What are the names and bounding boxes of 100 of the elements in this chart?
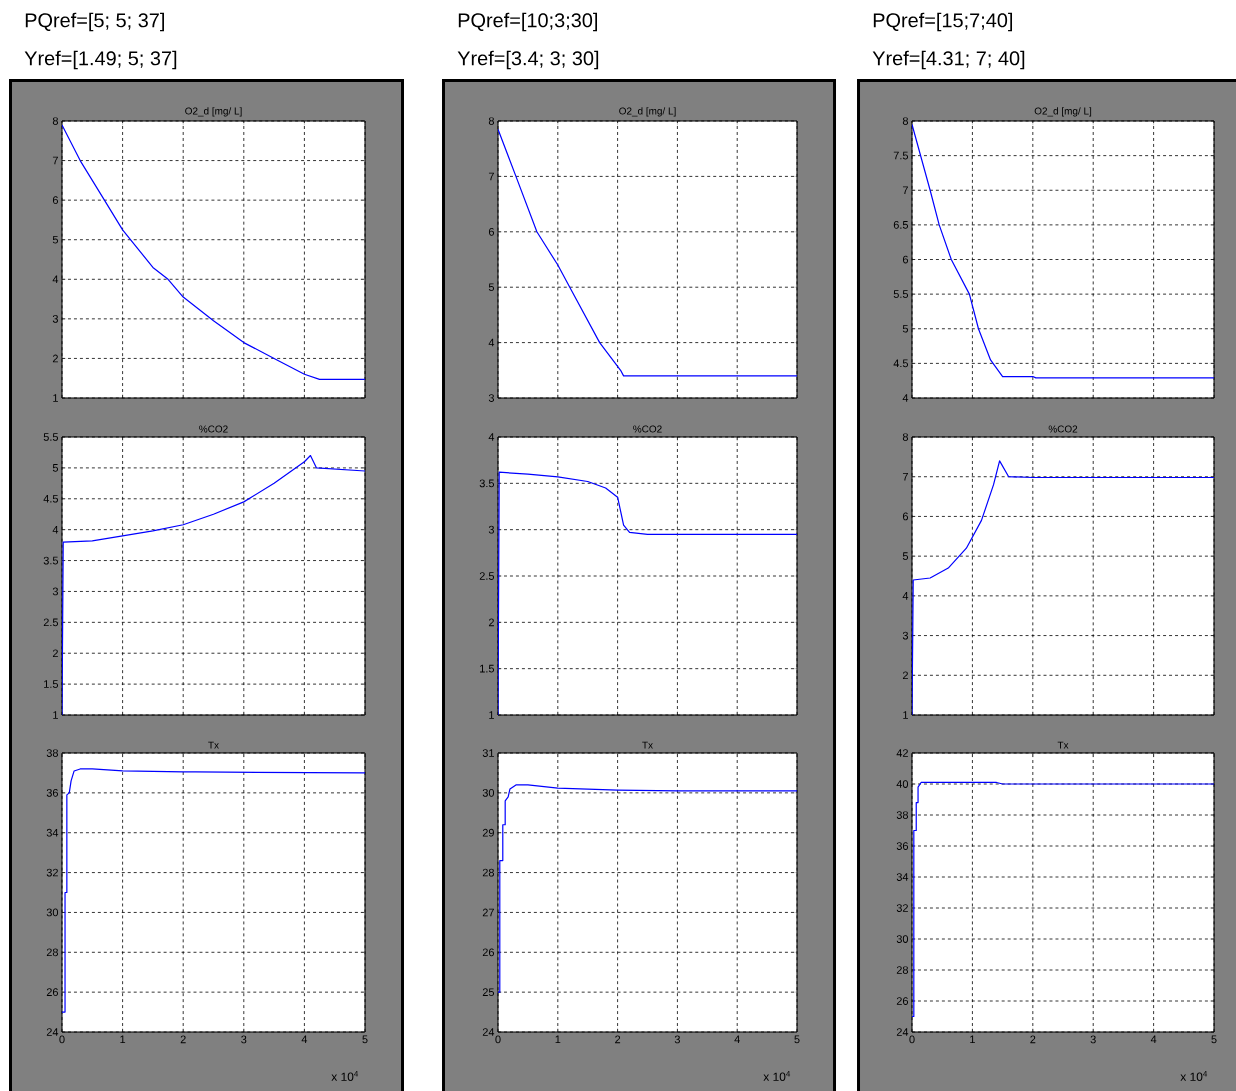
y-tick-label: 6: [902, 255, 909, 264]
y-tick-label: 8: [488, 117, 494, 125]
y-tick-label: 24: [482, 1028, 495, 1036]
text: x 10$^{4}$: [763, 1071, 791, 1081]
y-tick-label: 38: [46, 749, 58, 757]
chart-title: %CO2: [199, 425, 228, 433]
x-tick-label: 0: [909, 1035, 915, 1044]
y-tick-label: 30: [482, 789, 495, 797]
y-tick-label: 2: [52, 354, 58, 363]
y-tick-label: 4: [52, 275, 59, 284]
text: Yref=[3.4; 3; 30]: [457, 50, 599, 70]
y-tick-label: 40: [896, 780, 909, 788]
y-tick-label: 6: [902, 512, 909, 521]
y-tick-label: 8: [902, 117, 909, 125]
x-tick-label: 4: [734, 1035, 740, 1044]
y-tick-label: 4: [488, 338, 495, 347]
text: x 10$^{4}$: [1180, 1071, 1208, 1081]
y-tick-label: 3: [52, 587, 58, 596]
y-tick-label: 6: [52, 196, 58, 205]
chart-title: Tx: [208, 741, 219, 749]
text: x 10$^{4}$: [331, 1071, 359, 1081]
y-tick-label: 5: [52, 235, 59, 244]
x-tick-label: 5: [794, 1035, 800, 1044]
y-tick-label: 32: [46, 868, 58, 877]
y-tick-label: 1.5: [480, 664, 495, 673]
y-tick-label: 24: [896, 1028, 909, 1036]
y-tick-label: 2: [52, 649, 58, 658]
y-tick-label: 5: [902, 324, 909, 333]
y-tick-label: 3: [488, 394, 494, 402]
x-tick-label: 1: [120, 1035, 126, 1044]
y-tick-label: 36: [896, 842, 908, 850]
y-tick-label: 1: [903, 711, 908, 719]
y-tick-label: 1: [53, 711, 58, 719]
line-series: [912, 781, 1215, 1018]
y-tick-label: 3: [52, 314, 58, 323]
y-tick-label: 28: [896, 966, 908, 974]
y-tick-label: 2: [902, 671, 908, 680]
y-tick-label: 29: [482, 828, 494, 837]
y-tick-label: 27: [482, 908, 494, 917]
y-tick-label: 2.5: [43, 618, 59, 627]
y-tick-label: 3.5: [479, 479, 495, 488]
x-tick-label: 2: [180, 1035, 186, 1044]
y-tick-label: 38: [896, 811, 908, 819]
y-tick-label: 7: [902, 472, 908, 481]
chart-title: O2_d [mg/ L]: [1034, 107, 1092, 117]
y-tick-label: 7: [52, 156, 58, 165]
y-tick-label: 3.5: [43, 556, 59, 565]
line-series: [912, 123, 1215, 379]
chart-title: O2_d [mg/ L]: [185, 107, 242, 117]
x-tick-label: 3: [241, 1035, 247, 1044]
y-tick-label: 8: [52, 117, 58, 125]
chart-title: Tx: [1057, 741, 1069, 749]
line-series: [498, 784, 798, 993]
line-series: [498, 128, 798, 377]
y-tick-label: 4.5: [893, 359, 909, 368]
x-tick-label: 1: [970, 1035, 975, 1044]
y-tick-label: 26: [46, 988, 58, 997]
y-tick-label: 7: [488, 172, 494, 181]
y-tick-label: 5: [902, 552, 909, 560]
y-tick-label: 26: [896, 997, 908, 1005]
x-tick-label: 0: [59, 1035, 65, 1044]
chart-title: %CO2: [633, 425, 662, 433]
y-tick-label: 24: [46, 1028, 59, 1036]
x-tick-label: 5: [1211, 1035, 1217, 1044]
y-tick-label: 3: [902, 631, 909, 640]
y-tick-label: 28: [46, 948, 58, 957]
y-tick-label: 25: [482, 988, 495, 997]
text: Yref=[4.31; 7; 40]: [872, 50, 1025, 70]
y-tick-label: 26: [482, 948, 494, 957]
y-tick-label: 32: [896, 904, 908, 912]
y-tick-label: 6: [488, 227, 494, 236]
y-tick-label: 2.5: [479, 572, 495, 580]
chart-title: %CO2: [1048, 425, 1078, 433]
y-tick-label: 1.5: [44, 680, 59, 688]
x-tick-label: 5: [362, 1035, 368, 1044]
y-tick-label: 5: [488, 283, 495, 292]
chart-title: O2_d [mg/ L]: [619, 107, 676, 117]
y-tick-label: 36: [46, 789, 58, 797]
y-tick-label: 5.5: [893, 290, 909, 298]
y-tick-label: 42: [896, 749, 908, 757]
x-tick-label: 4: [301, 1035, 308, 1044]
y-tick-label: 6.5: [893, 221, 909, 229]
x-tick-label: 4: [1150, 1035, 1157, 1044]
y-tick-label: 4: [902, 394, 909, 402]
y-tick-label: 1: [53, 394, 58, 402]
y-tick-label: 31: [482, 749, 494, 757]
text: PQref=[10;3;30]: [458, 12, 598, 32]
y-tick-label: 4: [488, 433, 495, 441]
y-tick-label: 34: [896, 873, 909, 881]
y-tick-label: 30: [896, 935, 909, 943]
text: PQref=[5; 5; 37]: [25, 12, 164, 32]
x-tick-label: 1: [555, 1035, 561, 1044]
chart-title: Tx: [642, 741, 653, 749]
y-tick-label: 5: [52, 464, 59, 472]
text: PQref=[15;7;40]: [873, 12, 1013, 32]
y-tick-label: 4: [902, 592, 909, 600]
x-tick-label: 2: [1030, 1035, 1036, 1044]
line-series: [62, 124, 365, 380]
y-tick-label: 30: [46, 908, 59, 917]
y-tick-label: 8: [902, 433, 909, 441]
